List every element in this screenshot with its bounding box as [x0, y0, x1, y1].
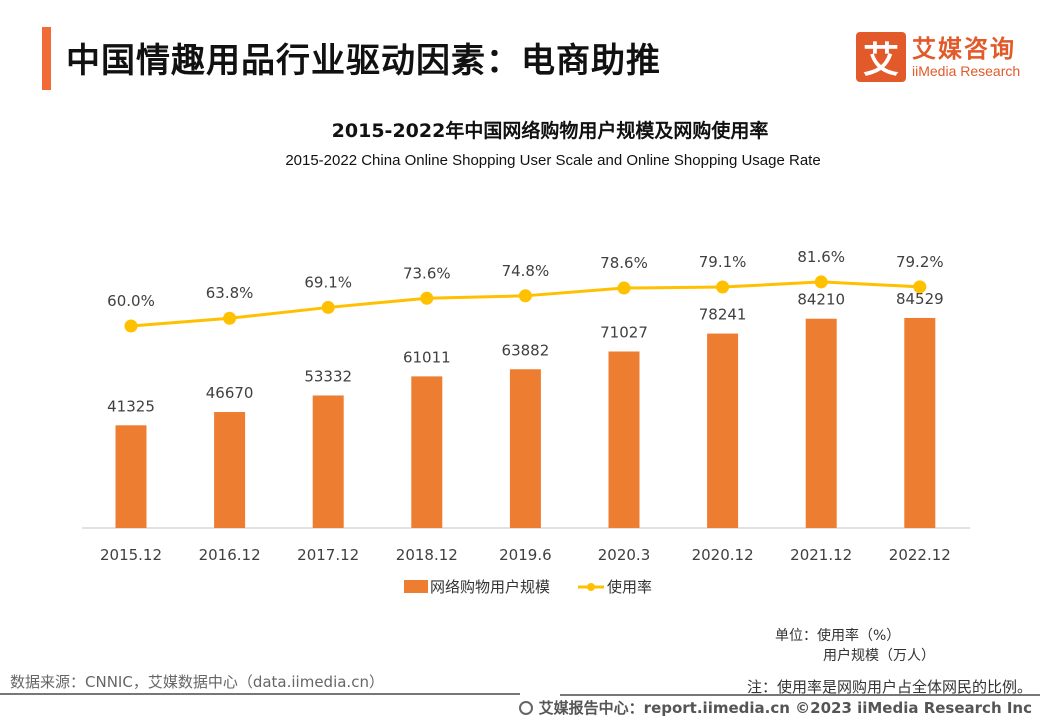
- usage-rate-data-label: 79.2%: [896, 253, 944, 271]
- usage-rate-point: [518, 289, 532, 303]
- x-tick-label: 2019.6: [499, 546, 552, 564]
- usage-rate-data-label: 63.8%: [206, 284, 254, 302]
- iimedia-logo: 艾 艾媒咨询 iiMedia Research: [856, 32, 1020, 82]
- bar-user-scale: [805, 318, 837, 528]
- bar-user-scale: [608, 351, 640, 528]
- bar-user-scale: [509, 369, 541, 528]
- bar-data-label: 53332: [304, 367, 352, 385]
- footer-divider: [560, 694, 1040, 696]
- usage-rate-data-label: 79.1%: [699, 253, 747, 271]
- footer-text: 艾媒报告中心：report.iimedia.cn ©2023 iiMedia R…: [538, 699, 1032, 717]
- x-tick-label: 2022.12: [889, 546, 951, 564]
- usage-rate-data-label: 78.6%: [600, 254, 648, 272]
- usage-rate-point: [716, 280, 730, 294]
- data-source: 数据来源：CNNIC，艾媒数据中心（data.iimedia.cn）: [10, 673, 384, 691]
- bar-user-scale: [214, 412, 246, 528]
- legend: 网络购物用户规模 使用率: [404, 578, 652, 596]
- bar-data-label: 46670: [206, 384, 254, 402]
- usage-rate-point: [814, 275, 828, 289]
- logo-cn-text: 艾媒咨询: [912, 35, 1016, 63]
- x-tick-label: 2017.12: [297, 546, 359, 564]
- bar-user-scale: [904, 317, 936, 528]
- usage-rate-data-label: 73.6%: [403, 264, 451, 282]
- bar-data-label: 71027: [600, 323, 648, 341]
- unit-line-1: 单位：使用率（%）: [775, 628, 901, 644]
- usage-rate-point: [617, 281, 631, 295]
- x-tick-label: 2020.3: [598, 546, 651, 564]
- footer: 艾媒报告中心：report.iimedia.cn ©2023 iiMedia R…: [518, 697, 1032, 718]
- bar-user-scale: [312, 395, 344, 528]
- usage-rate-data-label: 60.0%: [107, 292, 155, 310]
- bar-user-scale: [115, 425, 147, 528]
- bar-user-scale: [411, 376, 443, 528]
- usage-rate-point: [321, 300, 335, 314]
- bar-data-label: 61011: [403, 348, 451, 366]
- bar-user-scale: [707, 333, 739, 528]
- logo-en-text: iiMedia Research: [912, 63, 1021, 79]
- unit-note: 单位：使用率（%） 用户规模（万人）: [775, 626, 935, 666]
- x-tick-label: 2016.12: [199, 546, 261, 564]
- bar-data-label: 41325: [107, 397, 155, 415]
- bar-data-label: 84210: [797, 291, 845, 309]
- chart: 41325 46670 53332 61011 63882 71027 78241 84210…: [82, 248, 970, 596]
- title-accent-bar: [42, 27, 51, 90]
- usage-rate-point: [223, 311, 237, 325]
- usage-rate-point: [913, 280, 927, 294]
- x-tick-label: 2021.12: [790, 546, 852, 564]
- bar-data-label: 63882: [502, 341, 550, 359]
- logo-icon: 艾: [856, 32, 906, 82]
- chart-title: 2015-2022年中国网络购物用户规模及网购使用率: [331, 120, 769, 142]
- usage-rate-data-label: 69.1%: [304, 273, 352, 291]
- page-title: 中国情趣用品行业驱动因素：电商助推: [66, 41, 661, 81]
- usage-rate-data-label: 81.6%: [797, 248, 845, 266]
- x-tick-label: 2018.12: [396, 546, 458, 564]
- globe-icon: [518, 700, 533, 715]
- legend-marker-usage-rate: [587, 583, 595, 591]
- usage-rate-data-label: 74.8%: [502, 262, 550, 280]
- usage-rate-point: [420, 291, 434, 305]
- legend-label-usage-rate: 使用率: [607, 578, 652, 596]
- x-tick-label: 2020.12: [692, 546, 754, 564]
- unit-line-2: 用户规模（万人）: [823, 648, 935, 664]
- bar-data-label: 84529: [896, 290, 944, 308]
- chart-subtitle: 2015-2022 China Online Shopping User Sca…: [285, 152, 821, 169]
- usage-rate-point: [124, 319, 138, 333]
- x-tick-label: 2015.12: [100, 546, 162, 564]
- legend-label-user-scale: 网络购物用户规模: [430, 578, 550, 596]
- bar-data-label: 78241: [699, 306, 747, 324]
- footnote: 注：使用率是网购用户占全体网民的比例。: [746, 678, 1032, 696]
- source-divider: [0, 693, 520, 695]
- legend-swatch-user-scale: [404, 580, 428, 593]
